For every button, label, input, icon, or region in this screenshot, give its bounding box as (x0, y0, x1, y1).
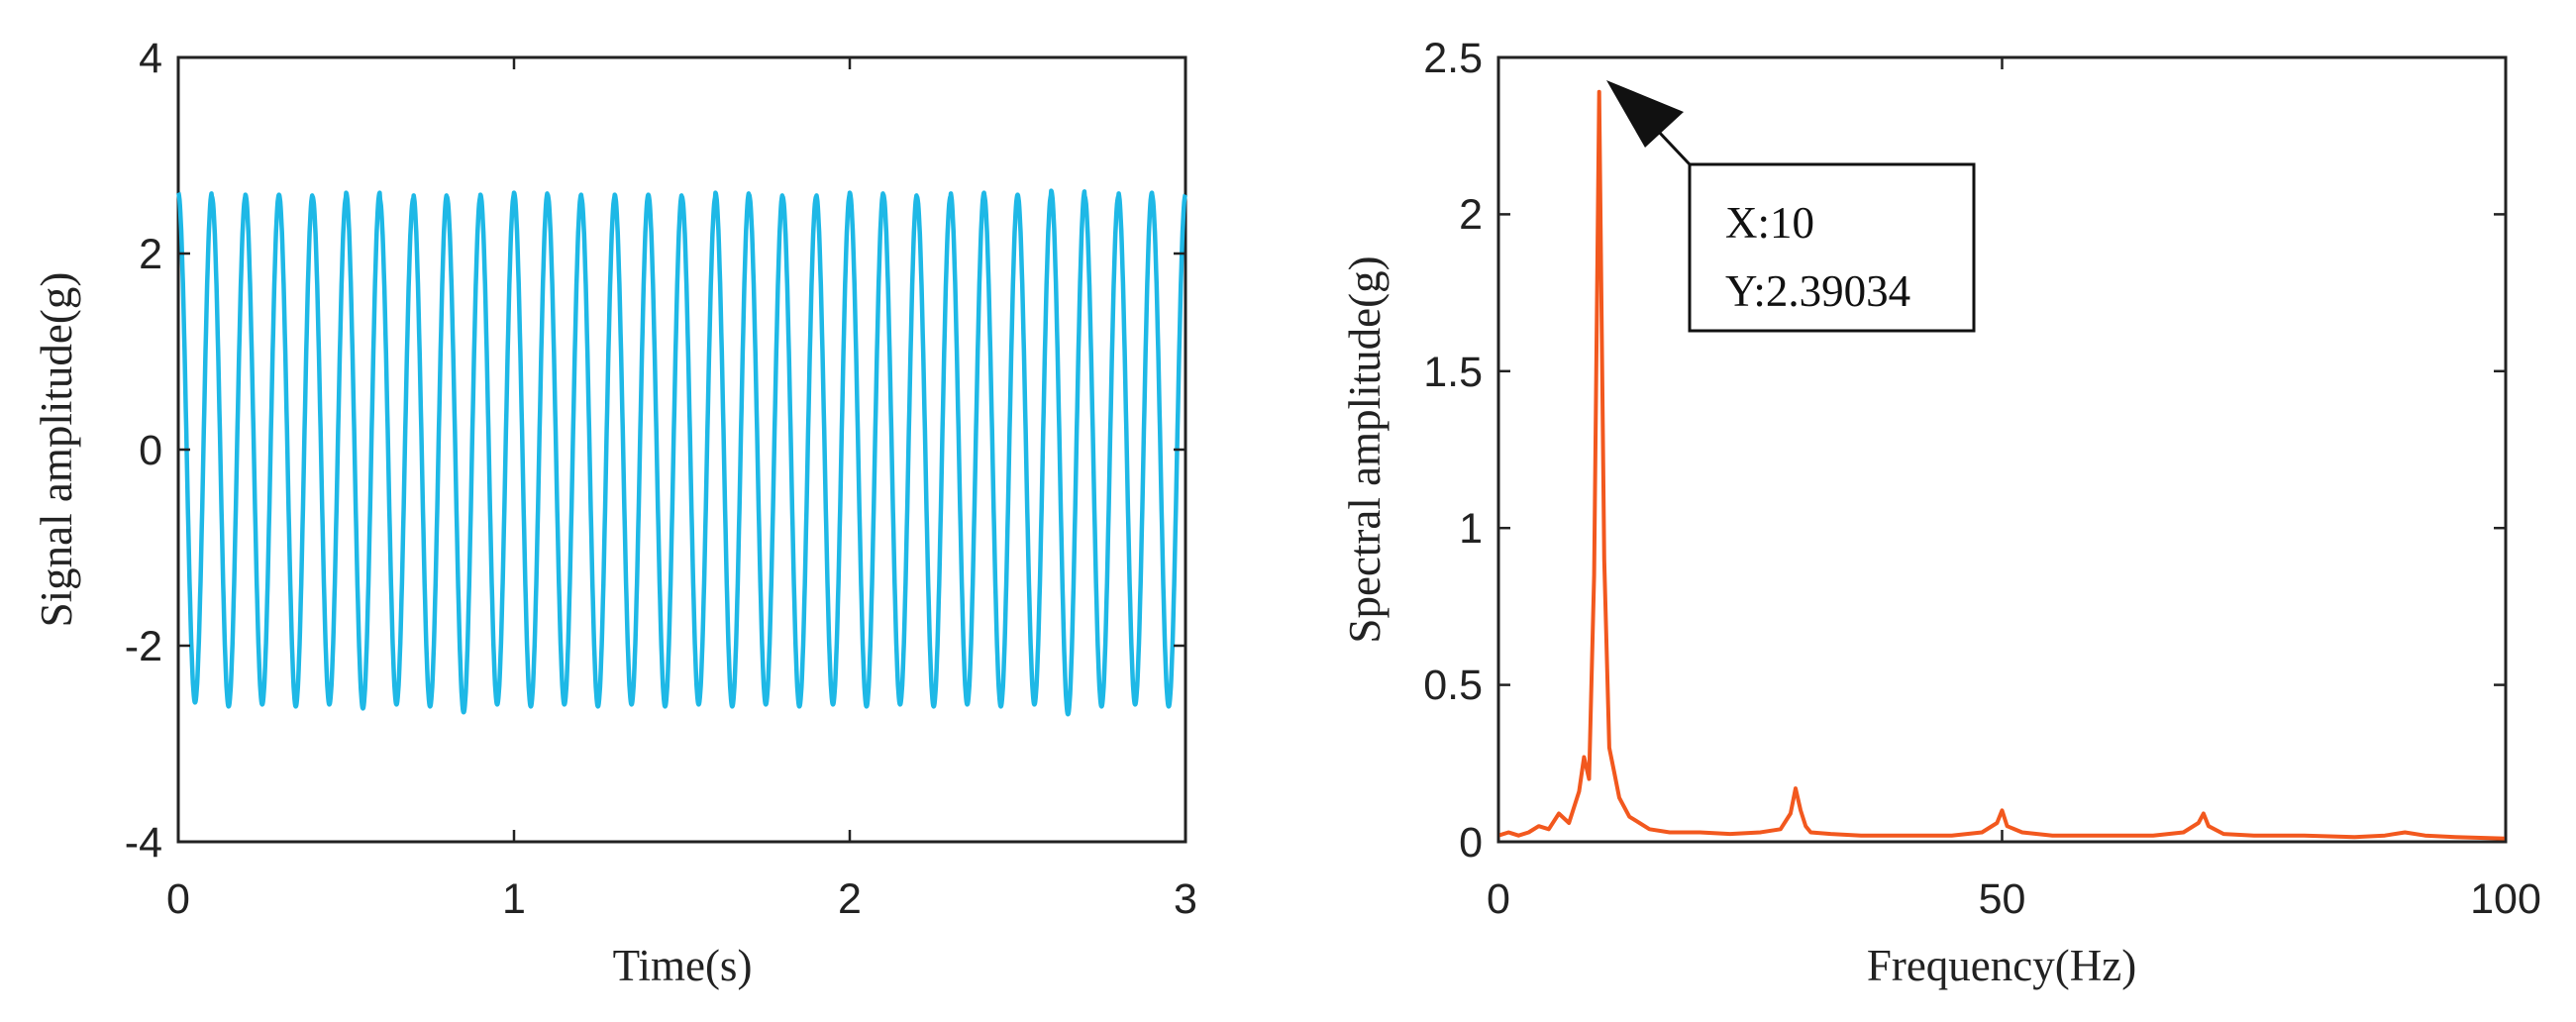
x-tick-label: 100 (2470, 875, 2541, 923)
spectrum-series-line (1497, 89, 2507, 841)
y-tick-label: -2 (125, 623, 162, 670)
x-axis-label: Time(s) (613, 941, 753, 990)
y-tick-label: 0.5 (1423, 662, 1483, 709)
y-tick-label: 0 (1459, 819, 1483, 867)
x-axis-label: Frequency(Hz) (1867, 941, 2136, 990)
y-tick-label: 2 (139, 231, 162, 278)
axis-ticks (176, 55, 1187, 844)
signal-series-line (175, 188, 1188, 717)
axis-ticks (1496, 55, 2508, 844)
x-tick-label: 0 (166, 875, 190, 923)
x-tick-label: 1 (502, 875, 526, 923)
y-tick-label: 4 (139, 35, 162, 82)
x-tick-label: 2 (838, 875, 862, 923)
x-tick-label: 50 (1979, 875, 2026, 923)
x-tick-label: 0 (1487, 875, 1510, 923)
y-tick-label: 2 (1459, 191, 1483, 239)
y-axis-label: Signal amplitude(g) (32, 272, 81, 628)
y-tick-label: 1.5 (1423, 349, 1483, 396)
spectrum-chart: 0 50 100 0 0.5 1 1.5 2 2.5 Frequency(Hz)… (1340, 35, 2541, 990)
annotation-arrow-head (1606, 80, 1684, 148)
y-tick-label: 1 (1459, 505, 1483, 553)
y-tick-label: -4 (125, 819, 162, 867)
annotation-y-text: Y:2.39034 (1725, 266, 1910, 316)
time-signal-chart: 0 1 2 3 -4 -2 0 2 4 Time(s) Signal ampli… (32, 35, 1197, 990)
x-tick-label: 3 (1174, 875, 1197, 923)
plot-area-frame (1496, 55, 2508, 844)
y-axis-label: Spectral amplitude(g) (1340, 256, 1390, 643)
plot-area-frame (176, 55, 1187, 844)
annotation-x-text: X:10 (1725, 198, 1814, 248)
annotation-box (1688, 162, 1976, 333)
y-tick-label: 0 (139, 427, 162, 474)
y-tick-label: 2.5 (1423, 35, 1483, 82)
